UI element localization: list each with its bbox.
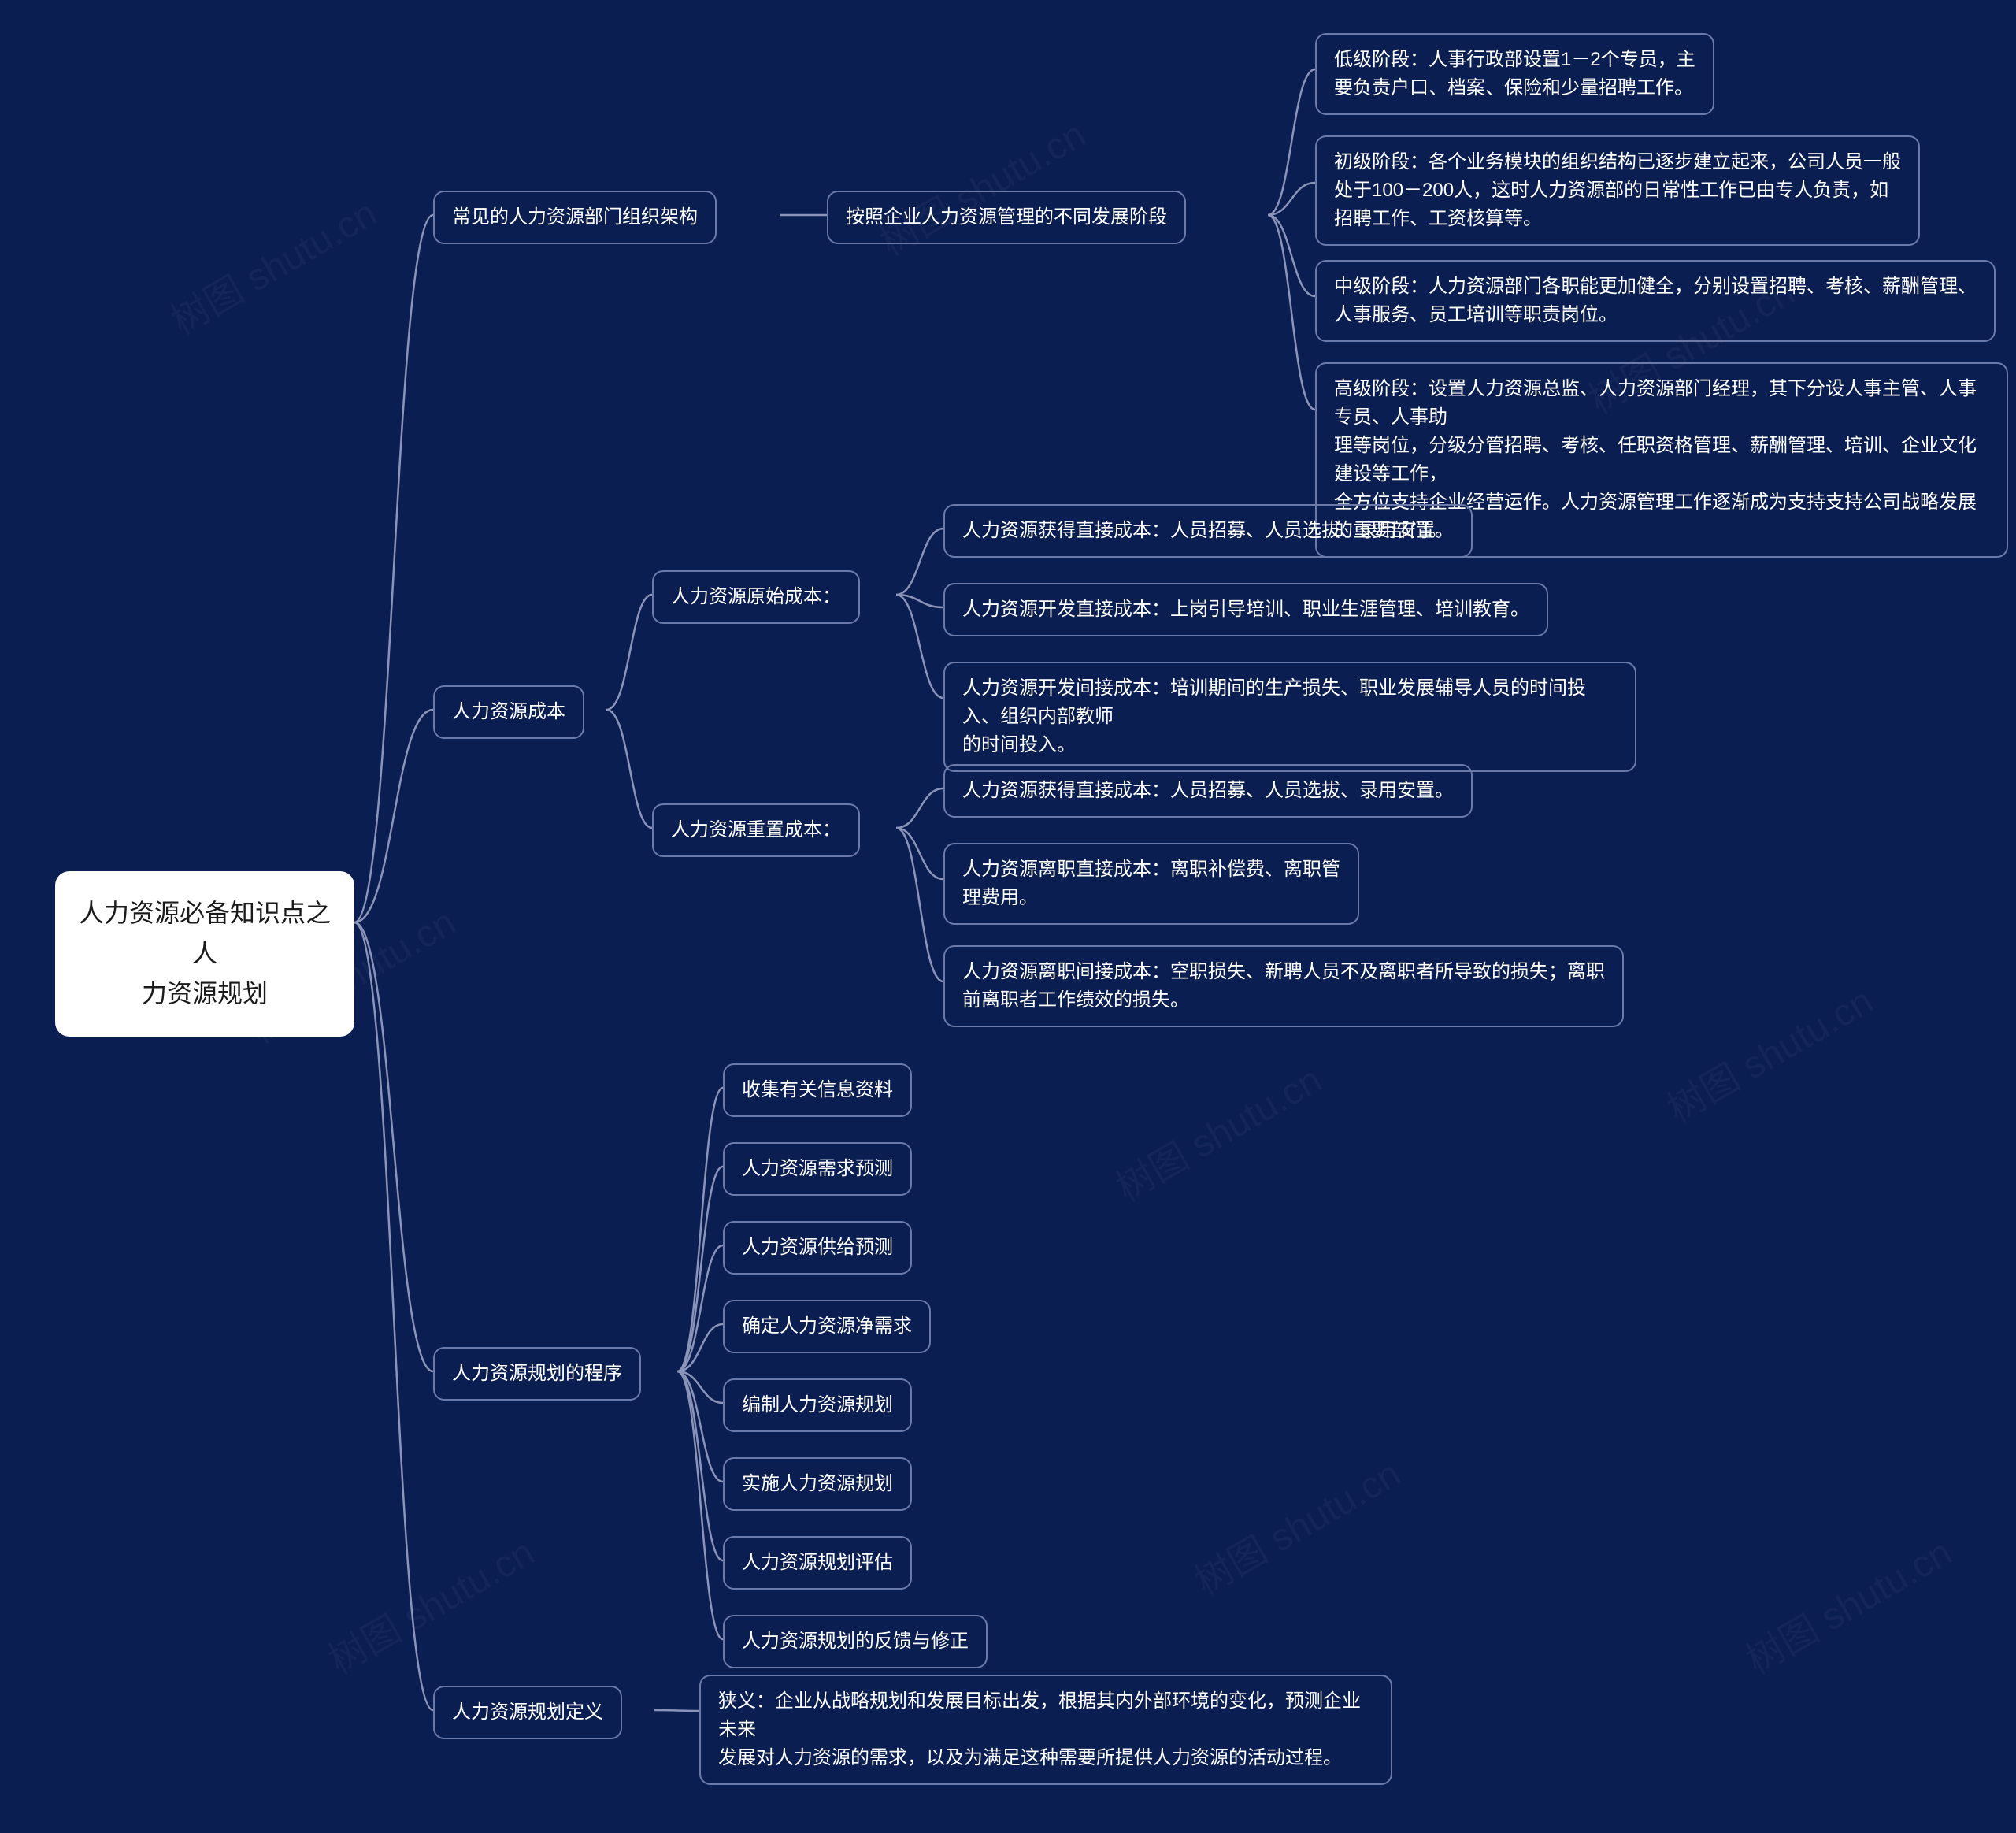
mindmap-node-implement-plan: 实施人力资源规划 xyxy=(723,1457,912,1511)
mindmap-node-leave-direct: 人力资源离职直接成本：离职补偿费、离职管理费用。 xyxy=(943,843,1359,925)
watermark: 树图 shutu.cn xyxy=(317,1522,543,1684)
mindmap-node-org-structure: 常见的人力资源部门组织架构 xyxy=(433,191,717,244)
mindmap-node-leave-indirect: 人力资源离职间接成本：空职损失、新聘人员不及离职者所导致的损失；离职前离职者工作… xyxy=(943,945,1624,1027)
mindmap-node-net-demand: 确定人力资源净需求 xyxy=(723,1300,931,1353)
watermark: 树图 shutu.cn xyxy=(1183,1443,1409,1605)
mindmap-node-collect-info: 收集有关信息资料 xyxy=(723,1063,912,1117)
mindmap-node-original-cost: 人力资源原始成本： xyxy=(652,570,860,624)
mindmap-node-demand-forecast: 人力资源需求预测 xyxy=(723,1142,912,1196)
mindmap-root-node: 人力资源必备知识点之人力资源规划 xyxy=(55,871,354,1037)
mindmap-node-stage-initial: 初级阶段：各个业务模块的组织结构已逐步建立起来，公司人员一般处于100－200人… xyxy=(1315,135,1920,246)
mindmap-node-acquire-direct-2: 人力资源获得直接成本：人员招募、人员选拔、录用安置。 xyxy=(943,764,1473,818)
mindmap-node-supply-forecast: 人力资源供给预测 xyxy=(723,1221,912,1275)
mindmap-node-develop-indirect: 人力资源开发间接成本：培训期间的生产损失、职业发展辅导人员的时间投入、组织内部教… xyxy=(943,662,1636,772)
watermark: 树图 shutu.cn xyxy=(1104,1049,1330,1211)
mindmap-node-develop-direct: 人力资源开发直接成本：上岗引导培训、职业生涯管理、培训教育。 xyxy=(943,583,1548,636)
mindmap-node-evaluate-plan: 人力资源规划评估 xyxy=(723,1536,912,1590)
watermark: 树图 shutu.cn xyxy=(159,183,385,345)
mindmap-node-stage-mid: 中级阶段：人力资源部门各职能更加健全，分别设置招聘、考核、薪酬管理、人事服务、员… xyxy=(1315,260,1996,342)
mindmap-node-acquire-direct: 人力资源获得直接成本：人员招募、人员选拔、录用安置。 xyxy=(943,504,1473,558)
mindmap-node-hr-cost: 人力资源成本 xyxy=(433,685,584,739)
mindmap-node-hr-planning-definition: 人力资源规划定义 xyxy=(433,1686,622,1739)
mindmap-node-replacement-cost: 人力资源重置成本： xyxy=(652,803,860,857)
mindmap-node-hr-planning-process: 人力资源规划的程序 xyxy=(433,1347,641,1401)
mindmap-node-dev-stages: 按照企业人力资源管理的不同发展阶段 xyxy=(827,191,1186,244)
watermark: 树图 shutu.cn xyxy=(1734,1522,1960,1684)
mindmap-node-feedback-revise: 人力资源规划的反馈与修正 xyxy=(723,1615,988,1668)
mindmap-node-narrow-definition: 狭义：企业从战略规划和发展目标出发，根据其内外部环境的变化，预测企业未来发展对人… xyxy=(699,1675,1392,1785)
mindmap-node-stage-low: 低级阶段：人事行政部设置1－2个专员，主要负责户口、档案、保险和少量招聘工作。 xyxy=(1315,33,1714,115)
mindmap-node-compile-plan: 编制人力资源规划 xyxy=(723,1378,912,1432)
watermark: 树图 shutu.cn xyxy=(1655,970,1881,1133)
